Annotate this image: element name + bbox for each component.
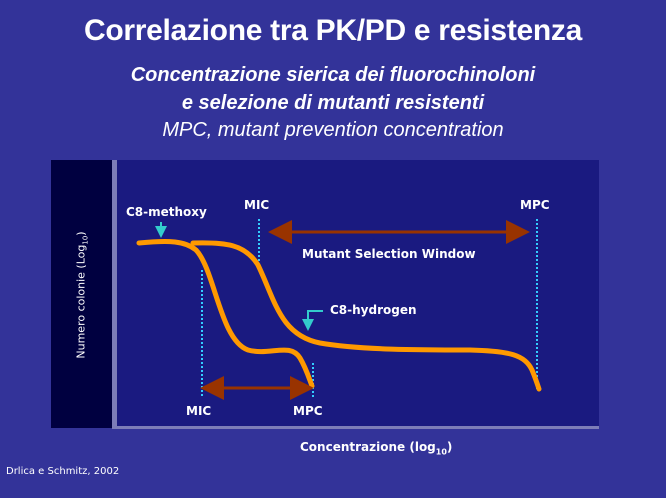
mpc-top-label: MPC [520,198,550,212]
curve-c8-hydrogen [190,240,542,392]
plot-area [117,160,599,426]
curve-c8-methoxy [136,239,315,389]
slide-subtitle-3: MPC, mutant prevention concentration [162,119,504,141]
slide-title: Correlazione tra PK/PD e resistenza [83,14,583,47]
x-axis-baseline [112,426,599,429]
c8-hydrogen-label: C8-hydrogen [330,303,417,317]
y-axis-separator [112,160,117,428]
y-axis-panel [51,160,112,428]
mutant-window-label: Mutant Selection Window [302,247,476,261]
mpc-bottom-label: MPC [293,404,323,418]
x-axis-label: Concentrazione (log10) [300,440,453,457]
c8-hydrogen-pointer-icon [302,310,323,331]
slide-subtitle-2: e selezione di mutanti resistenti [181,92,485,114]
mic-bottom-label: MIC [186,404,212,418]
citation: Drlica e Schmitz, 2002 [6,466,120,477]
c8-methoxy-label: C8-methoxy [126,205,207,219]
slide-subtitle-1: Concentrazione sierica dei fluorochinolo… [130,64,536,86]
mic-top-label: MIC [244,198,270,212]
